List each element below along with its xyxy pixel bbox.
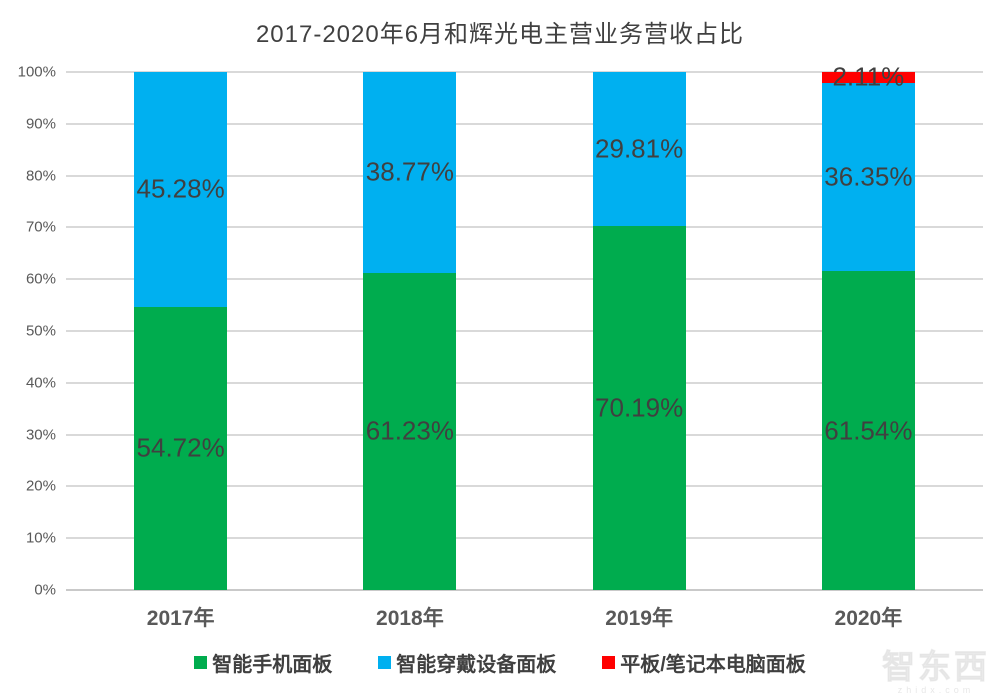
bar-value-label: 54.72% bbox=[136, 432, 225, 463]
y-axis-tick-50%: 50% bbox=[25, 322, 56, 340]
bar-value-label: 61.23% bbox=[365, 415, 454, 446]
y-axis-tick-100%: 100% bbox=[17, 63, 56, 81]
gridline-10% bbox=[66, 537, 983, 540]
legend-label: 智能手机面板 bbox=[212, 654, 333, 676]
gridline-100% bbox=[66, 71, 983, 73]
gridline-50% bbox=[66, 330, 983, 332]
y-axis-tick-80%: 80% bbox=[25, 167, 56, 185]
y-axis-tick-10%: 10% bbox=[25, 529, 56, 547]
bar-segment bbox=[592, 226, 686, 590]
bar-segment bbox=[821, 72, 915, 83]
chart-title: 2017-2020年6月和辉光电主营业务营收占比 bbox=[255, 21, 745, 48]
bar-segment bbox=[134, 72, 228, 307]
bar-value-label: 61.54% bbox=[824, 415, 913, 446]
x-axis-label: 2019年 bbox=[605, 607, 673, 630]
legend: 智能手机面板 智能穿戴设备面板 平板/笔记本电脑面板 bbox=[0, 648, 1000, 677]
bar-value-label: 45.28% bbox=[136, 173, 225, 204]
y-axis-tick-20%: 20% bbox=[25, 477, 56, 495]
bar-value-label: 29.81% bbox=[595, 133, 684, 164]
legend-item: 平板/笔记本电脑面板 bbox=[602, 648, 806, 677]
legend-swatch bbox=[602, 656, 616, 669]
bar-segment bbox=[134, 306, 228, 590]
gridline-20% bbox=[66, 485, 983, 488]
bar-value-label: 36.35% bbox=[824, 161, 913, 192]
legend-swatch bbox=[194, 656, 208, 669]
bar-segment bbox=[821, 271, 915, 590]
bar-segment bbox=[821, 82, 915, 272]
legend-label: 平板/笔记本电脑面板 bbox=[620, 654, 806, 676]
y-axis-tick-40%: 40% bbox=[25, 374, 56, 392]
legend-item: 智能手机面板 bbox=[194, 648, 332, 677]
y-axis-tick-0%: 0% bbox=[34, 581, 56, 599]
gridline-30% bbox=[66, 433, 983, 436]
bar-value-label: 70.19% bbox=[595, 392, 684, 423]
legend-swatch bbox=[378, 656, 392, 669]
gridline-90% bbox=[66, 122, 983, 125]
y-axis-tick-90%: 90% bbox=[25, 115, 56, 133]
gridline-70% bbox=[66, 226, 983, 229]
x-axis-label: 2017年 bbox=[146, 607, 215, 630]
gridline-40% bbox=[66, 381, 983, 384]
legend-item: 智能穿戴设备面板 bbox=[378, 648, 556, 677]
bar-segment bbox=[363, 272, 457, 590]
bar-value-label: 2.11% bbox=[832, 61, 905, 92]
x-axis-label: 2020年 bbox=[834, 607, 903, 630]
legend-label: 智能穿戴设备面板 bbox=[396, 654, 557, 676]
y-axis-tick-30%: 30% bbox=[25, 426, 56, 444]
x-axis-label: 2018年 bbox=[376, 607, 444, 630]
bar-segment bbox=[363, 72, 457, 273]
y-axis-tick-60%: 60% bbox=[25, 270, 56, 288]
gridline-80% bbox=[66, 174, 983, 177]
y-axis-tick-70%: 70% bbox=[25, 218, 56, 236]
gridline-0% bbox=[66, 589, 983, 591]
gridline-60% bbox=[66, 278, 983, 281]
bar-value-label: 38.77% bbox=[365, 156, 454, 187]
bar-segment bbox=[592, 72, 686, 227]
